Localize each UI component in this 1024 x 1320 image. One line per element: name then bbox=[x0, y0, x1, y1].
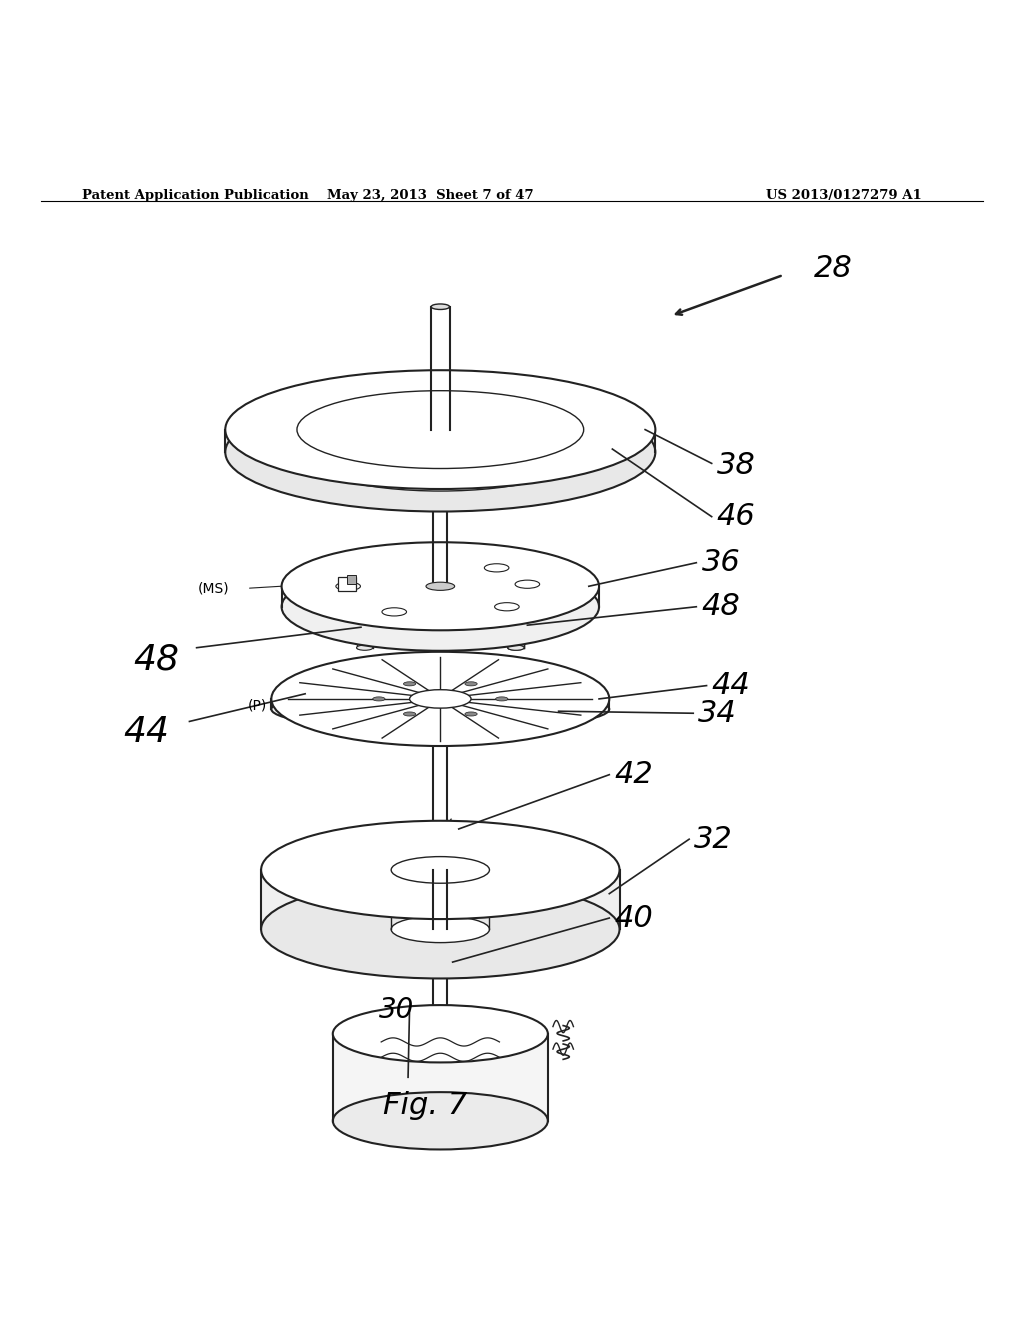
Polygon shape bbox=[225, 429, 655, 453]
Ellipse shape bbox=[432, 645, 449, 651]
Ellipse shape bbox=[508, 645, 524, 651]
Bar bbox=[347, 576, 356, 585]
Text: 38: 38 bbox=[717, 451, 756, 480]
Ellipse shape bbox=[225, 393, 655, 512]
Ellipse shape bbox=[431, 304, 450, 309]
Ellipse shape bbox=[271, 688, 609, 730]
Text: 44: 44 bbox=[712, 671, 751, 700]
Polygon shape bbox=[391, 870, 489, 929]
Ellipse shape bbox=[261, 821, 620, 919]
Text: (P): (P) bbox=[248, 698, 267, 711]
Ellipse shape bbox=[336, 582, 360, 590]
Ellipse shape bbox=[333, 1092, 548, 1150]
Text: 28: 28 bbox=[814, 255, 853, 284]
Ellipse shape bbox=[282, 543, 599, 631]
Text: 48: 48 bbox=[701, 593, 740, 622]
Text: 46: 46 bbox=[717, 502, 756, 531]
Ellipse shape bbox=[426, 582, 455, 590]
Ellipse shape bbox=[515, 579, 540, 589]
Polygon shape bbox=[261, 870, 620, 929]
Text: Fig. 7: Fig. 7 bbox=[383, 1090, 467, 1119]
Text: May 23, 2013  Sheet 7 of 47: May 23, 2013 Sheet 7 of 47 bbox=[327, 189, 534, 202]
Ellipse shape bbox=[495, 603, 519, 611]
Polygon shape bbox=[333, 1034, 548, 1121]
Text: 36: 36 bbox=[701, 548, 740, 577]
Ellipse shape bbox=[391, 916, 489, 942]
Text: 32: 32 bbox=[694, 825, 733, 854]
Ellipse shape bbox=[356, 645, 373, 651]
Bar bbox=[338, 577, 356, 591]
Text: Patent Application Publication: Patent Application Publication bbox=[82, 189, 308, 202]
Ellipse shape bbox=[297, 391, 584, 469]
Ellipse shape bbox=[465, 711, 477, 715]
Ellipse shape bbox=[484, 564, 509, 572]
Polygon shape bbox=[297, 429, 584, 453]
Ellipse shape bbox=[433, 945, 447, 949]
Text: 42: 42 bbox=[614, 760, 653, 789]
Ellipse shape bbox=[403, 682, 416, 686]
Ellipse shape bbox=[508, 605, 524, 610]
Ellipse shape bbox=[333, 1005, 548, 1063]
Text: US 2013/0127279 A1: US 2013/0127279 A1 bbox=[766, 189, 922, 202]
Ellipse shape bbox=[225, 370, 655, 488]
Ellipse shape bbox=[356, 605, 373, 610]
Ellipse shape bbox=[391, 857, 489, 883]
Ellipse shape bbox=[282, 562, 599, 651]
Ellipse shape bbox=[410, 689, 471, 708]
Text: (MS): (MS) bbox=[198, 581, 229, 595]
Ellipse shape bbox=[432, 605, 449, 610]
Text: 34: 34 bbox=[698, 698, 737, 727]
Ellipse shape bbox=[403, 711, 416, 715]
Ellipse shape bbox=[261, 880, 620, 978]
Text: 48: 48 bbox=[133, 643, 179, 677]
Text: 30: 30 bbox=[379, 997, 414, 1024]
Text: 40: 40 bbox=[614, 904, 653, 932]
Ellipse shape bbox=[382, 607, 407, 616]
Text: 44: 44 bbox=[123, 714, 169, 748]
Ellipse shape bbox=[297, 413, 584, 491]
Ellipse shape bbox=[465, 682, 477, 686]
Ellipse shape bbox=[496, 697, 508, 701]
Ellipse shape bbox=[271, 652, 609, 746]
Ellipse shape bbox=[373, 697, 385, 701]
Ellipse shape bbox=[508, 605, 524, 610]
Ellipse shape bbox=[508, 645, 524, 651]
